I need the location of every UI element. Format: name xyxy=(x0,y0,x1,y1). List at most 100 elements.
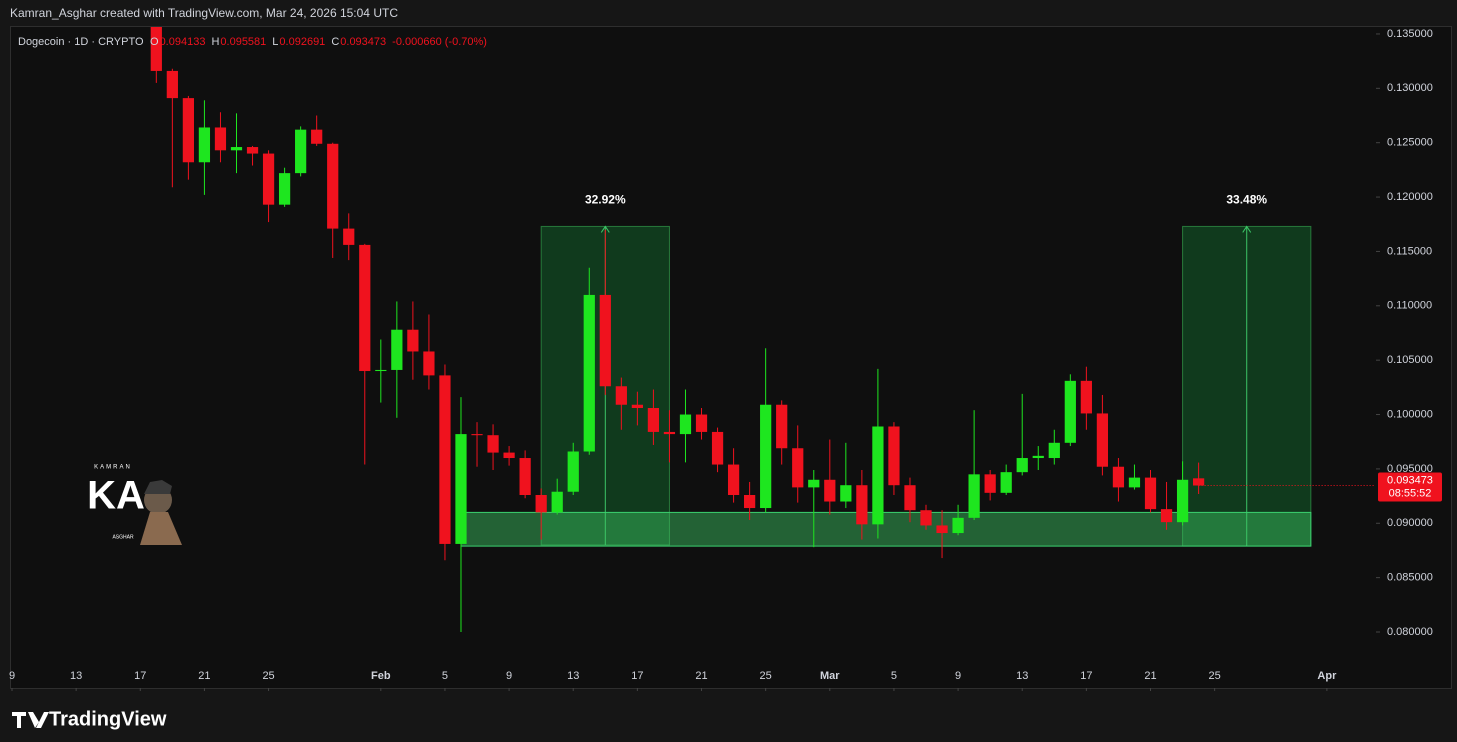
measure-label: 32.92% xyxy=(585,193,626,207)
y-tick-label: 0.100000 xyxy=(1387,408,1433,420)
candle-body xyxy=(551,491,563,513)
y-tick-label: 0.125000 xyxy=(1387,137,1433,149)
chart-frame xyxy=(10,26,1452,689)
candle-body xyxy=(407,329,419,352)
candle-body xyxy=(278,173,291,205)
ohlc-value: 0.094133 xyxy=(160,36,206,48)
x-tick-label: Feb xyxy=(371,670,391,682)
candle-body xyxy=(792,448,804,488)
x-tick-label: 5 xyxy=(891,670,897,682)
x-tick-label: 9 xyxy=(506,670,512,682)
y-tick-label: 0.095000 xyxy=(1387,463,1433,475)
candle-body xyxy=(744,494,756,509)
candle-body xyxy=(1096,413,1109,467)
brand-logo: TradingView xyxy=(12,708,167,730)
measure-label: 33.48% xyxy=(1226,193,1267,207)
plot-area xyxy=(150,27,1375,633)
x-tick-label: Apr xyxy=(1317,670,1337,682)
candle-body xyxy=(984,474,996,493)
y-tick-label: 0.120000 xyxy=(1387,191,1433,203)
candle-body xyxy=(872,426,884,525)
legend-header: Dogecoin · 1D · CRYPTO O 0.094133 H 0.09558… xyxy=(18,36,487,48)
candle-body xyxy=(359,244,371,372)
candle-body xyxy=(519,458,531,495)
price-tag-countdown: 08:55:52 xyxy=(1389,487,1432,499)
price-tag xyxy=(1378,472,1442,502)
candle-body xyxy=(631,404,643,409)
candle-body xyxy=(311,129,323,144)
candle-body xyxy=(663,431,676,435)
x-tick-label: 5 xyxy=(442,670,448,682)
candle-body xyxy=(695,414,708,432)
symbol-title: Dogecoin · 1D · CRYPTO xyxy=(18,36,144,48)
measure-arrowhead xyxy=(1242,225,1252,233)
candle-body xyxy=(1176,479,1189,523)
candle-body xyxy=(856,485,868,525)
y-tick-label: 0.130000 xyxy=(1387,82,1433,94)
candle-body xyxy=(888,426,900,486)
candle-body xyxy=(423,351,435,376)
candle-body xyxy=(182,98,195,163)
x-tick-label: 17 xyxy=(1080,670,1092,682)
candle-body xyxy=(808,479,820,488)
x-tick-label: 9 xyxy=(9,670,15,682)
ohlc-key: O xyxy=(150,36,159,48)
candle-body xyxy=(246,147,259,154)
candle-body xyxy=(535,494,547,513)
watermark-text: ASGHAR xyxy=(112,534,134,540)
attribution: Kamran_Asghar created with TradingView.c… xyxy=(10,6,398,20)
candle-body xyxy=(455,434,467,544)
candle-body xyxy=(503,452,515,459)
candle-body xyxy=(262,153,275,205)
x-tick-label: 21 xyxy=(198,670,210,682)
candle-body xyxy=(1000,472,1012,493)
x-tick-label: 17 xyxy=(631,670,643,682)
candle-body xyxy=(904,485,916,511)
x-tick-label: 13 xyxy=(567,670,579,682)
candle-body xyxy=(567,451,579,492)
x-tick-label: 13 xyxy=(70,670,82,682)
candle-body xyxy=(647,408,660,432)
candle-body xyxy=(214,127,227,151)
candle-body xyxy=(1112,466,1125,488)
ohlc-value: 0.092691 xyxy=(279,36,325,48)
candle-body xyxy=(439,375,451,544)
candle-body xyxy=(150,27,162,71)
x-tick-label: 17 xyxy=(134,670,146,682)
candle-body xyxy=(1032,455,1044,459)
candle-body xyxy=(375,369,387,372)
x-tick-label: 25 xyxy=(1209,670,1221,682)
candle-body xyxy=(1128,477,1141,488)
candle-body xyxy=(599,294,611,387)
candle-body xyxy=(1160,509,1173,523)
candle-body xyxy=(343,228,355,245)
y-tick-label: 0.135000 xyxy=(1387,28,1433,40)
brand-icon xyxy=(12,712,49,728)
candle-body xyxy=(679,414,692,435)
candle-body xyxy=(1016,458,1028,473)
candle-body xyxy=(166,70,178,99)
candle-body xyxy=(711,431,724,465)
candle-body xyxy=(936,525,948,534)
candle-body xyxy=(583,294,595,452)
y-tick-label: 0.080000 xyxy=(1387,626,1433,638)
candle-body xyxy=(952,517,964,534)
candle-body xyxy=(391,329,403,370)
y-tick-label: 0.085000 xyxy=(1387,572,1433,584)
x-tick-label: 21 xyxy=(1144,670,1156,682)
candle-body xyxy=(198,127,211,163)
candle-body xyxy=(471,434,483,436)
brand-name: TradingView xyxy=(49,708,167,730)
x-tick-label: 13 xyxy=(1016,670,1028,682)
ohlc-key: L xyxy=(272,36,278,48)
candle-body xyxy=(1080,380,1092,414)
y-tick-label: 0.090000 xyxy=(1387,517,1433,529)
candle-body xyxy=(1064,380,1076,443)
x-tick-label: 25 xyxy=(760,670,772,682)
measure-arrowhead xyxy=(600,225,610,233)
watermark-avatar xyxy=(144,480,172,494)
ohlc-value: 0.093473 xyxy=(340,36,386,48)
y-tick-label: 0.110000 xyxy=(1387,300,1432,312)
